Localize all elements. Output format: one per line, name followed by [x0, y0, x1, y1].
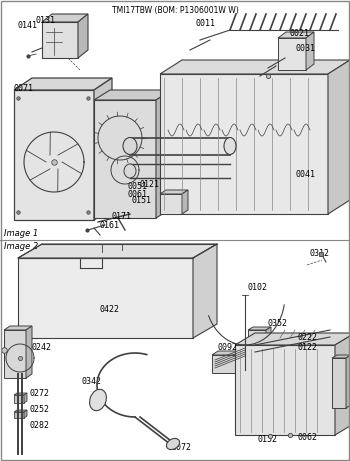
Polygon shape [182, 190, 188, 214]
Polygon shape [278, 38, 306, 70]
Text: 0011: 0011 [196, 18, 216, 28]
Text: 0282: 0282 [30, 420, 50, 430]
Text: 0061: 0061 [128, 189, 148, 199]
Polygon shape [14, 78, 112, 90]
Text: 0352: 0352 [268, 319, 288, 329]
Text: 0161: 0161 [100, 220, 120, 230]
Polygon shape [94, 90, 172, 100]
Polygon shape [4, 326, 32, 330]
Polygon shape [212, 351, 244, 355]
Polygon shape [235, 333, 350, 345]
Polygon shape [26, 326, 32, 378]
Text: 0171: 0171 [112, 212, 132, 220]
Polygon shape [328, 60, 350, 214]
Polygon shape [42, 14, 88, 22]
Polygon shape [14, 395, 24, 403]
Text: 0121: 0121 [140, 179, 160, 189]
Polygon shape [18, 258, 193, 338]
Polygon shape [332, 355, 350, 358]
Polygon shape [235, 345, 335, 435]
Text: 0051: 0051 [128, 182, 148, 190]
Text: 0071: 0071 [14, 83, 34, 93]
Text: 0122: 0122 [298, 343, 318, 353]
Polygon shape [42, 22, 78, 58]
Text: 0342: 0342 [82, 378, 102, 386]
Polygon shape [14, 90, 94, 220]
Polygon shape [332, 358, 346, 408]
Text: 0242: 0242 [32, 343, 52, 351]
Text: 0062: 0062 [298, 433, 318, 443]
Ellipse shape [224, 137, 236, 154]
Polygon shape [248, 330, 266, 344]
Polygon shape [78, 14, 88, 58]
Polygon shape [24, 393, 27, 403]
Text: Image 1: Image 1 [4, 229, 38, 238]
Text: 0252: 0252 [30, 406, 50, 414]
Text: 0021: 0021 [290, 29, 310, 37]
Text: 0312: 0312 [310, 248, 330, 258]
Text: 0222: 0222 [298, 333, 318, 343]
Text: 0102: 0102 [248, 284, 268, 292]
Text: 0031: 0031 [296, 43, 316, 53]
Polygon shape [14, 393, 27, 395]
Text: 0072: 0072 [172, 443, 192, 453]
Polygon shape [346, 355, 350, 408]
Text: 0141: 0141 [18, 20, 38, 30]
Polygon shape [18, 244, 217, 258]
Text: 0092: 0092 [218, 343, 238, 351]
Text: 0131: 0131 [36, 16, 56, 24]
Ellipse shape [167, 438, 180, 449]
Polygon shape [266, 327, 271, 344]
Polygon shape [160, 74, 328, 214]
Polygon shape [160, 190, 188, 194]
Polygon shape [94, 100, 156, 218]
Polygon shape [248, 327, 271, 330]
Polygon shape [14, 412, 24, 418]
Polygon shape [24, 410, 27, 418]
Polygon shape [94, 78, 112, 220]
Polygon shape [160, 60, 350, 74]
Text: 0152: 0152 [258, 436, 278, 444]
Ellipse shape [124, 164, 136, 178]
Polygon shape [306, 32, 314, 70]
Text: 0422: 0422 [100, 306, 120, 314]
Polygon shape [14, 410, 27, 412]
Polygon shape [212, 355, 238, 373]
Polygon shape [238, 351, 244, 373]
Ellipse shape [90, 389, 106, 411]
Text: 0272: 0272 [30, 389, 50, 397]
Text: 0041: 0041 [295, 170, 315, 178]
Polygon shape [335, 333, 350, 435]
Polygon shape [160, 194, 182, 214]
Polygon shape [193, 244, 217, 338]
Polygon shape [278, 32, 314, 38]
Text: TMI17TBW (BOM: P1306001W W): TMI17TBW (BOM: P1306001W W) [112, 6, 238, 15]
Polygon shape [156, 90, 172, 218]
Ellipse shape [123, 137, 137, 154]
Polygon shape [4, 330, 26, 378]
Text: Image 2: Image 2 [4, 242, 38, 251]
Text: 0151: 0151 [132, 195, 152, 205]
